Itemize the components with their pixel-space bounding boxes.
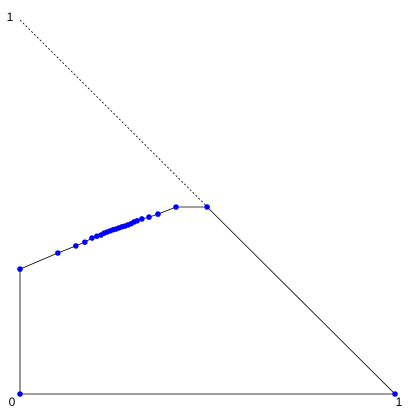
point xyxy=(17,266,23,272)
x-tick-label: 0 xyxy=(9,395,16,409)
point xyxy=(55,250,61,256)
point xyxy=(392,391,398,397)
point xyxy=(89,235,95,241)
series-line xyxy=(19,206,396,395)
point xyxy=(73,243,79,249)
dashed-line xyxy=(19,19,208,208)
point xyxy=(146,214,152,220)
point xyxy=(17,391,23,397)
point xyxy=(204,204,210,210)
point xyxy=(155,211,161,217)
point xyxy=(134,218,140,224)
point xyxy=(173,204,179,210)
point xyxy=(82,239,88,245)
point xyxy=(139,216,145,222)
y-tick-label: 1 xyxy=(7,10,14,24)
x-tick-label: 1 xyxy=(396,395,403,409)
